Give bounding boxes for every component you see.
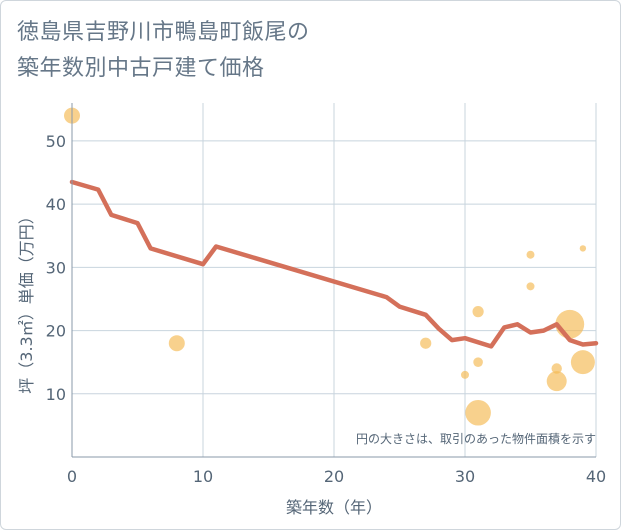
y-tick-label: 30 [46, 258, 66, 277]
scatter-point [551, 363, 562, 374]
size-note: 円の大きさは、取引のあった物件面積を示す [356, 431, 596, 446]
trend-line [69, 179, 599, 349]
scatter-point [526, 282, 535, 291]
title-line-1: 徳島県吉野川市鴨島町飯尾の [17, 20, 310, 45]
scatter-point [465, 399, 491, 426]
grid [72, 103, 597, 457]
y-tick-label: 40 [46, 195, 66, 214]
scatter-point [461, 370, 469, 379]
scatter-point [526, 250, 535, 259]
scatter-point [546, 371, 567, 392]
y-axis-title: 坪（3.3㎡）単価（万円） [17, 208, 36, 393]
scatter-point [472, 306, 484, 318]
scatter-point [420, 337, 432, 349]
trend-line-group [69, 179, 599, 349]
x-tick-label: 30 [455, 467, 475, 486]
x-tick-label: 10 [193, 467, 213, 486]
axes [71, 103, 596, 458]
tick-labels: 0 10 20 30 40 10 20 30 40 50 [46, 132, 607, 486]
x-tick-label: 20 [324, 467, 344, 486]
scatter-point [579, 245, 587, 252]
y-tick-label: 10 [46, 385, 66, 404]
x-axis-title: 築年数（年） [286, 498, 382, 517]
scatter-point [473, 357, 483, 367]
x-tick-label: 0 [67, 467, 77, 486]
scatter-point [555, 309, 585, 339]
y-tick-label: 50 [46, 132, 66, 151]
scatter-point [168, 335, 185, 352]
y-tick-label: 20 [46, 322, 66, 341]
chart-title: 徳島県吉野川市鴨島町飯尾の 築年数別中古戸建て価格 [17, 15, 537, 87]
scatter-point [570, 350, 595, 375]
scatter-bubbles [64, 107, 595, 426]
x-tick-label: 40 [586, 467, 606, 486]
title-line-2: 築年数別中古戸建て価格 [17, 56, 265, 81]
